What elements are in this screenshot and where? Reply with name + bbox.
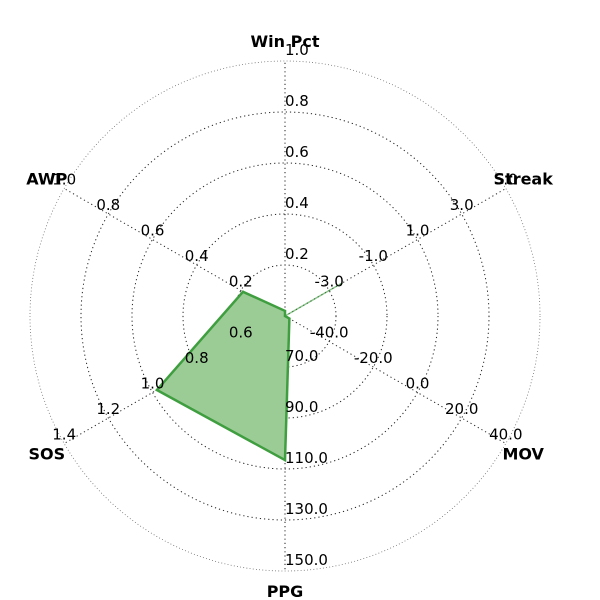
series-0-point-0 bbox=[283, 309, 287, 313]
axis-title-ppg: PPG bbox=[267, 582, 304, 600]
series-streak-trace bbox=[284, 282, 343, 317]
tick-label-mov-4: 40.0 bbox=[489, 426, 522, 444]
tick-label-sos-4: 1.4 bbox=[52, 426, 76, 444]
tick-label-sos-1: 0.8 bbox=[185, 349, 209, 367]
tick-label-mov-1: -20.0 bbox=[354, 349, 393, 367]
tick-label-streak-1: -1.0 bbox=[359, 247, 388, 265]
radar-tick-labels: 0.2 0.4 0.6 0.8 1.0 -3.0 -1.0 1.0 3.0 5.0 -40.0 -20… bbox=[52, 41, 522, 569]
grid-ring-4 bbox=[80, 111, 490, 521]
radar-series bbox=[154, 282, 343, 463]
radar-axis-titles: Win Pct Streak MOV PPG SOS AWP bbox=[26, 32, 553, 600]
series-0-point-3 bbox=[283, 458, 287, 462]
tick-label-ppg-4: 150.0 bbox=[285, 551, 328, 569]
axis-title-awp: AWP bbox=[26, 170, 67, 189]
tick-label-ppg-2: 110.0 bbox=[285, 449, 328, 467]
tick-label-win-pct-0: 0.2 bbox=[285, 245, 309, 263]
tick-label-streak-2: 1.0 bbox=[406, 222, 430, 240]
series-0-point-5 bbox=[241, 290, 245, 293]
tick-label-streak-0: -3.0 bbox=[315, 273, 344, 291]
tick-label-mov-0: -40.0 bbox=[310, 324, 349, 342]
tick-label-awp-1: 0.4 bbox=[185, 247, 209, 265]
tick-label-win-pct-4: 1.0 bbox=[285, 41, 309, 59]
tick-label-sos-3: 1.2 bbox=[96, 400, 120, 418]
series-0-polygon bbox=[154, 290, 291, 463]
tick-label-awp-4: 1.0 bbox=[52, 171, 76, 189]
tick-label-streak-4: 5.0 bbox=[494, 171, 518, 189]
tick-label-sos-2: 1.0 bbox=[141, 375, 165, 393]
tick-label-win-pct-1: 0.4 bbox=[285, 194, 309, 212]
tick-label-ppg-3: 130.0 bbox=[285, 500, 328, 518]
axis-title-win-pct: Win Pct bbox=[251, 32, 320, 51]
tick-label-awp-2: 0.6 bbox=[141, 222, 165, 240]
tick-label-ppg-1: 90.0 bbox=[285, 398, 318, 416]
tick-label-awp-0: 0.2 bbox=[229, 273, 253, 291]
grid-ring-3 bbox=[131, 162, 439, 470]
series-0-point-4 bbox=[155, 388, 159, 392]
tick-label-mov-2: 0.0 bbox=[406, 375, 430, 393]
axis-spoke-mov bbox=[284, 315, 507, 444]
tick-label-win-pct-3: 0.8 bbox=[285, 92, 309, 110]
tick-label-streak-3: 3.0 bbox=[450, 196, 474, 214]
grid-ring-5 bbox=[29, 60, 541, 572]
tick-label-mov-3: 20.0 bbox=[445, 400, 478, 418]
tick-label-sos-0: 0.6 bbox=[229, 324, 253, 342]
tick-label-awp-3: 0.8 bbox=[96, 196, 120, 214]
axis-title-mov: MOV bbox=[502, 445, 544, 464]
tick-label-ppg-0: 70.0 bbox=[285, 347, 318, 365]
axis-title-sos: SOS bbox=[28, 445, 65, 464]
tick-label-win-pct-2: 0.6 bbox=[285, 143, 309, 161]
series-0-point-2 bbox=[288, 317, 291, 320]
axis-title-streak: Streak bbox=[494, 170, 554, 189]
